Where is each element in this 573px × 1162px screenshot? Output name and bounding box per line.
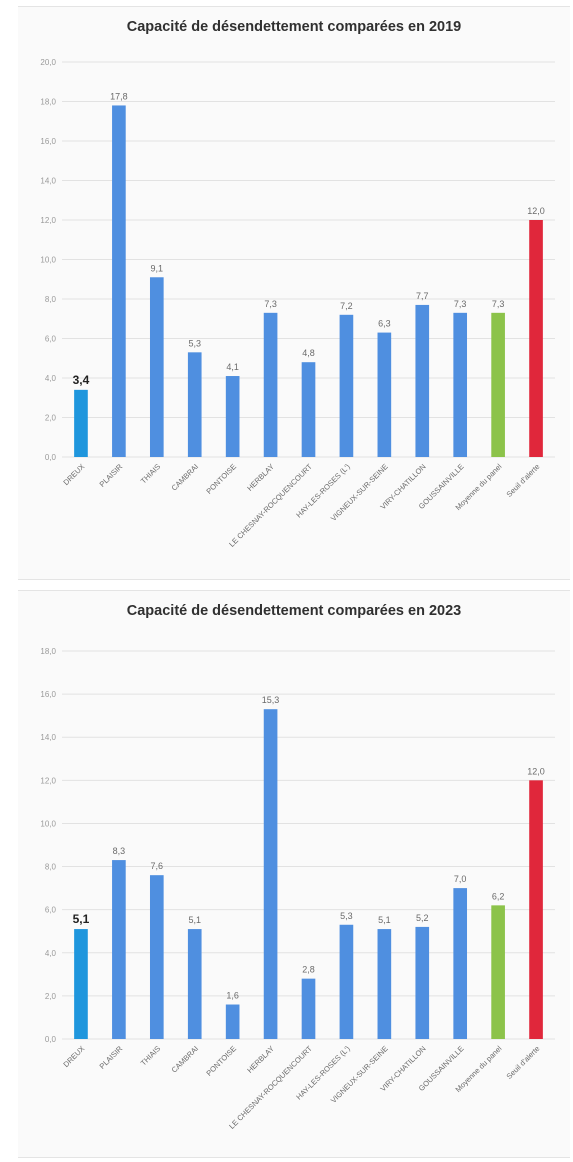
x-category-label: PLAISIR (98, 462, 125, 489)
data-label: 12,0 (527, 206, 545, 216)
x-category-label: PLAISIR (98, 1044, 125, 1071)
bar (112, 860, 126, 1039)
y-tick-label: 18,0 (40, 647, 56, 656)
data-label: 15,3 (262, 695, 280, 705)
bar (339, 314, 354, 457)
data-label: 8,3 (113, 846, 126, 856)
x-category-label: Seuil d'alerte (505, 462, 542, 499)
data-label: 5,3 (340, 911, 353, 921)
y-tick-label: 0,0 (45, 1035, 57, 1044)
data-label: 9,1 (151, 263, 164, 273)
y-tick-label: 20,0 (40, 58, 56, 67)
y-tick-label: 2,0 (45, 414, 57, 423)
data-label: 3,4 (73, 373, 90, 387)
bar (377, 332, 392, 457)
bar (263, 709, 278, 1039)
data-label: 7,2 (340, 301, 353, 311)
bar (415, 304, 430, 457)
data-label: 12,0 (527, 766, 545, 776)
data-label: 7,3 (492, 299, 505, 309)
bar (529, 220, 543, 457)
x-category-label: PONTOISE (204, 1044, 238, 1078)
data-label: 17,8 (110, 91, 128, 101)
data-label: 5,1 (188, 915, 201, 925)
data-label: 5,2 (416, 913, 429, 923)
bar (529, 780, 543, 1039)
bar (74, 929, 88, 1039)
data-label: 4,8 (302, 348, 315, 358)
bar (491, 312, 505, 457)
data-label: 6,3 (378, 319, 391, 329)
bar (453, 888, 468, 1039)
bar-chart-2023: 0,0 2,0 4,0 6,0 8,0 10,0 12,0 14,0 16,0 18,0 5,1 DR… (40, 647, 555, 1131)
data-label: 7,6 (151, 861, 164, 871)
bar (415, 926, 430, 1039)
bar (187, 929, 202, 1039)
y-tick-label: 4,0 (45, 949, 57, 958)
x-category-label: DREUX (61, 462, 86, 487)
bar (149, 875, 164, 1039)
y-tick-label: 8,0 (45, 863, 57, 872)
bar (453, 312, 468, 457)
data-label: 7,3 (454, 299, 467, 309)
bar (339, 924, 354, 1039)
y-tick-label: 6,0 (45, 335, 57, 344)
bar (301, 362, 316, 457)
y-tick-label: 12,0 (40, 776, 56, 785)
chart-panel-2019: Capacité de désendettement comparées en … (18, 6, 570, 580)
data-label: 5,1 (378, 915, 391, 925)
bar (149, 277, 164, 457)
x-category-label: HERBLAY (245, 1044, 276, 1075)
x-category-label: THIAIS (139, 462, 162, 485)
y-tick-label: 6,0 (45, 906, 57, 915)
x-category-label: Seuil d'alerte (505, 1044, 542, 1081)
y-tick-label: 10,0 (40, 256, 56, 265)
data-label: 7,3 (264, 299, 277, 309)
x-category-label: PONTOISE (204, 462, 238, 496)
data-label: 4,1 (226, 362, 239, 372)
y-tick-label: 18,0 (40, 98, 56, 107)
y-tick-label: 10,0 (40, 819, 56, 828)
bar (301, 978, 316, 1039)
x-category-label: HERBLAY (245, 462, 276, 493)
bar (225, 376, 240, 457)
x-category-label: THIAIS (139, 1044, 162, 1067)
y-tick-label: 0,0 (45, 453, 57, 462)
data-label: 7,7 (416, 291, 429, 301)
y-tick-label: 4,0 (45, 374, 57, 383)
x-category-label: CAMBRAI (170, 462, 201, 493)
data-label: 5,3 (188, 338, 201, 348)
data-label: 1,6 (226, 991, 239, 1001)
bar (377, 929, 392, 1039)
bar (74, 389, 88, 457)
x-category-label: DREUX (61, 1044, 86, 1069)
bar-chart-2019: 0,0 2,0 4,0 6,0 8,0 10,0 12,0 14,0 16,0 18,0 20,0 3… (40, 58, 555, 549)
y-tick-label: 14,0 (40, 733, 56, 742)
data-label: 7,0 (454, 874, 467, 884)
y-tick-label: 14,0 (40, 177, 56, 186)
y-tick-label: 16,0 (40, 690, 56, 699)
chart-title-2023: Capacité de désendettement comparées en … (126, 603, 462, 619)
x-category-label: CAMBRAI (170, 1044, 201, 1075)
data-label: 2,8 (302, 965, 315, 975)
bar (491, 905, 505, 1039)
y-tick-label: 12,0 (40, 216, 56, 225)
bar (112, 105, 126, 457)
bar (263, 312, 278, 457)
chart-panel-2023: Capacité de désendettement comparées en … (18, 590, 570, 1158)
y-tick-label: 2,0 (45, 992, 57, 1001)
y-tick-label: 16,0 (40, 137, 56, 146)
y-tick-label: 8,0 (45, 295, 57, 304)
chart-title-2019: Capacité de désendettement comparées en … (126, 19, 462, 35)
data-label: 5,1 (73, 912, 90, 926)
bar (225, 1004, 240, 1039)
bar (187, 352, 202, 457)
data-label: 6,2 (492, 891, 505, 901)
